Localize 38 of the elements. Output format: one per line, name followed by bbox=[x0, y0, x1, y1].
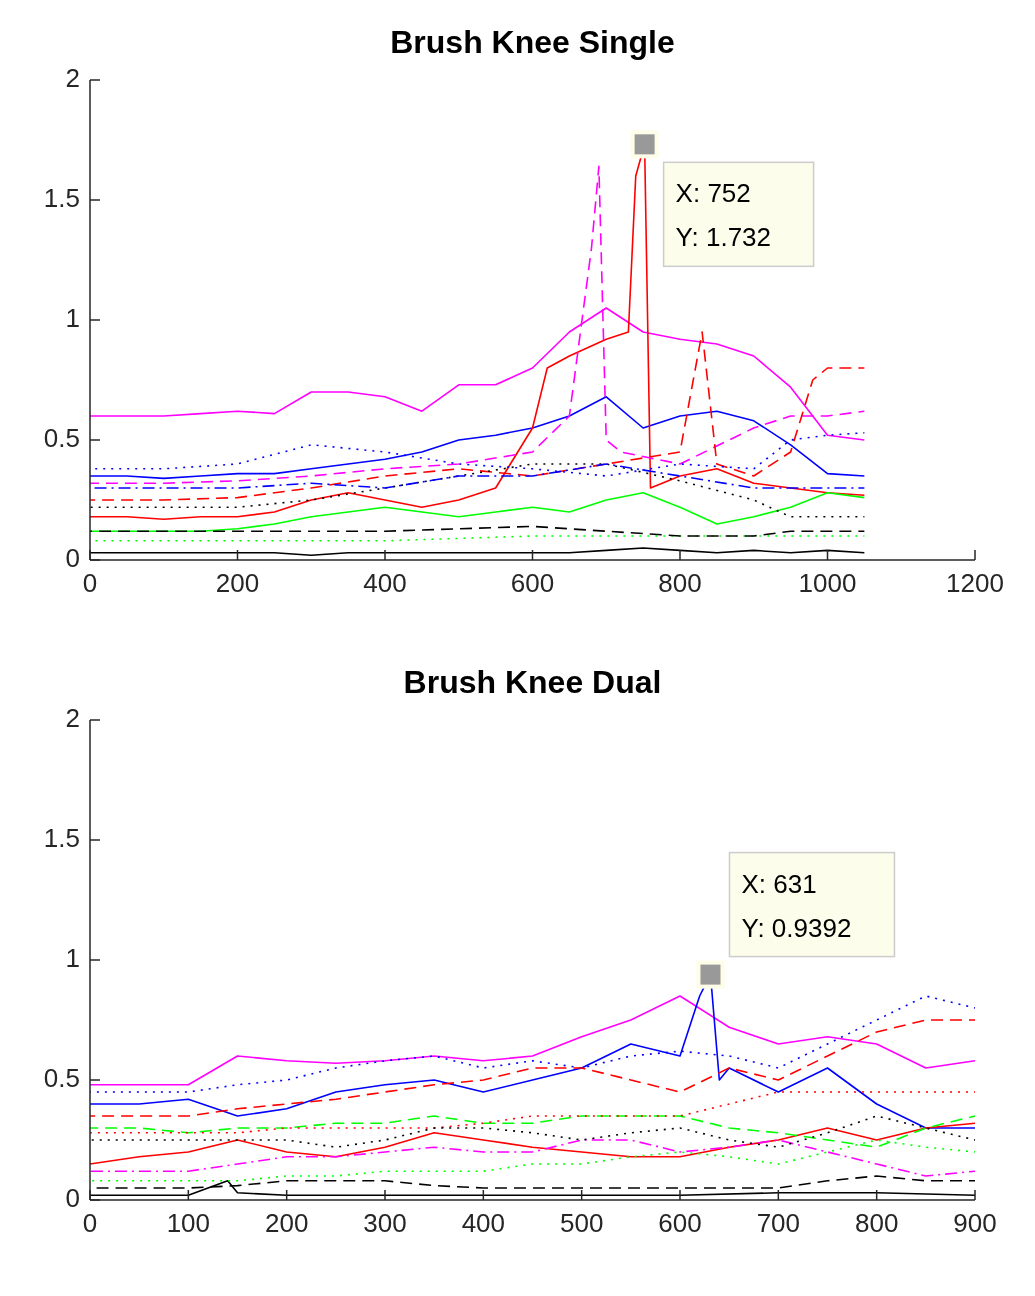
line-series bbox=[89, 463, 866, 518]
chart-title: Brush Knee Dual bbox=[403, 664, 662, 701]
x-tick-label: 800 bbox=[658, 568, 702, 598]
x-tick-label: 600 bbox=[510, 568, 555, 598]
x-tick-label: 200 bbox=[215, 568, 260, 598]
y-tick-label: 0.5 bbox=[43, 422, 80, 453]
line-series bbox=[89, 1019, 976, 1117]
x-tick-label: 600 bbox=[658, 1208, 702, 1238]
x-tick-label: 1000 bbox=[798, 568, 857, 598]
line-series bbox=[89, 165, 866, 484]
x-tick-label: 400 bbox=[461, 1208, 506, 1238]
x-tick-label: 900 bbox=[953, 1208, 997, 1238]
x-tick-label: 300 bbox=[363, 1208, 407, 1238]
y-tick-label: 0 bbox=[65, 542, 80, 573]
x-tick-label: 400 bbox=[363, 568, 407, 598]
y-tick-label: 0.5 bbox=[43, 1062, 80, 1093]
x-tick-label: 100 bbox=[166, 1208, 211, 1238]
annotation: X: 631 Y: 0.9392 bbox=[741, 868, 852, 943]
line-series bbox=[89, 1091, 976, 1134]
line-series bbox=[89, 396, 866, 480]
y-tick-label: 1.5 bbox=[43, 822, 80, 853]
line-series bbox=[89, 492, 866, 532]
annotation: X: 752 Y: 1.732 bbox=[675, 178, 772, 253]
y-tick-label: 0 bbox=[65, 1182, 80, 1213]
y-tick-label: 1 bbox=[65, 302, 80, 333]
y-tick-label: 1 bbox=[65, 942, 80, 973]
line-series bbox=[89, 525, 866, 537]
y-tick-label: 2 bbox=[65, 702, 80, 733]
x-tick-label: 200 bbox=[264, 1208, 309, 1238]
x-tick-label: 1200 bbox=[946, 568, 1004, 598]
y-tick-label: 1.5 bbox=[43, 182, 80, 213]
x-tick-label: 800 bbox=[854, 1208, 899, 1238]
line-series bbox=[89, 1122, 976, 1165]
y-tick-label: 2 bbox=[65, 62, 80, 93]
line-series bbox=[89, 547, 866, 556]
chart-title: Brush Knee Single bbox=[390, 24, 675, 61]
x-tick-label: 700 bbox=[756, 1208, 801, 1238]
x-tick-label: 500 bbox=[559, 1208, 604, 1238]
